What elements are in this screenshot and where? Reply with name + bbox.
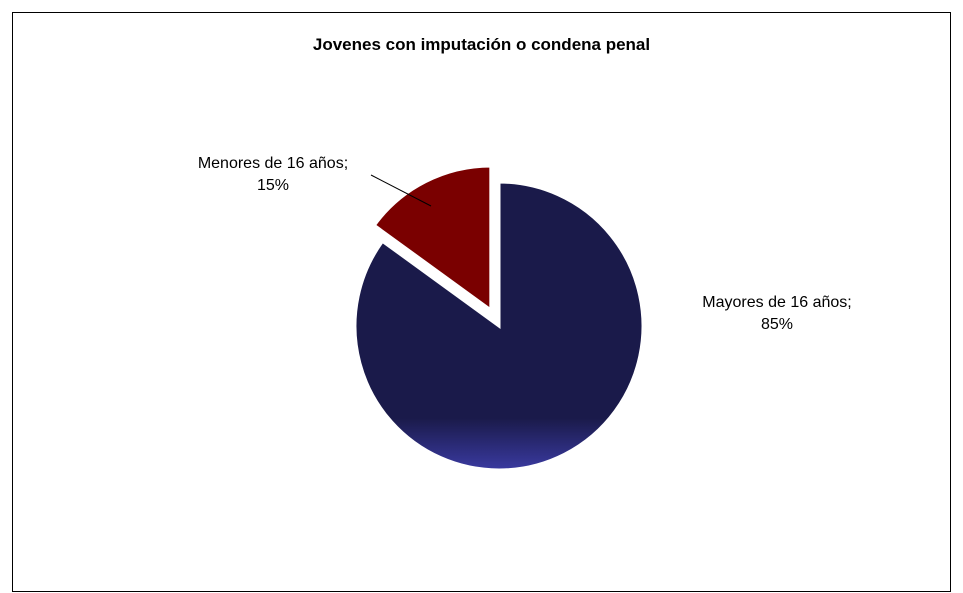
chart-title: Jovenes con imputación o condena penal [312,35,651,54]
pie-slice-menores [372,164,493,313]
pie-chart [353,164,645,472]
slice-label-mayores: Mayores de 16 años; 85% [677,292,877,336]
slice-label-mayores-value: 85% [760,316,794,333]
leader-line-menores [370,174,432,207]
pie-slice-mayores [353,180,645,472]
slice-label-mayores-name: Mayores de 16 años; [702,294,852,311]
slice-label-menores-value: 15% [256,177,290,194]
chart-area: Jovenes con imputación o condena penal M… [12,12,951,592]
slice-label-menores-name: Menores de 16 años; [197,155,349,172]
slice-label-menores: Menores de 16 años; 15% [173,153,373,197]
